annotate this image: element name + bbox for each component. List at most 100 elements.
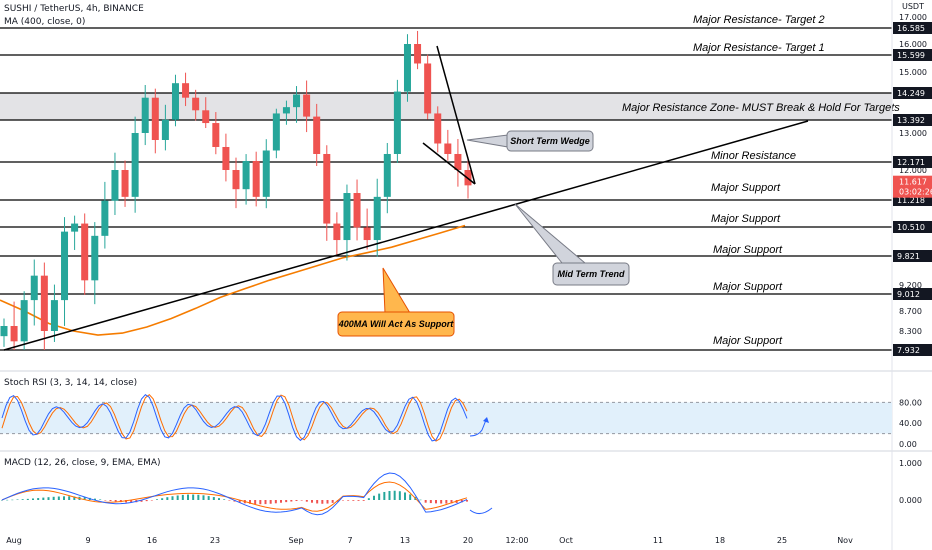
macd-histogram-bar — [393, 490, 396, 500]
candle-body[interactable] — [61, 231, 69, 301]
wedge-lower-line[interactable] — [422, 142, 476, 185]
macd-histogram-bar — [140, 500, 143, 502]
candle-body[interactable] — [333, 223, 341, 241]
stoch-d-line[interactable] — [1, 394, 468, 442]
time-tick-label: 7 — [347, 536, 352, 545]
price-level-label: 9.821 — [897, 252, 920, 261]
candle-body[interactable] — [121, 170, 129, 197]
candle-body[interactable] — [252, 160, 260, 197]
candle-body[interactable] — [111, 170, 119, 201]
macd-histogram-bar — [300, 500, 303, 501]
candle-body[interactable] — [454, 153, 462, 170]
macd-histogram-bar — [228, 500, 231, 501]
price-level-tag — [893, 221, 932, 233]
macd-histogram-bar — [419, 499, 422, 501]
candle-body[interactable] — [343, 193, 351, 241]
ma-callout-box[interactable] — [337, 311, 455, 337]
candle-body[interactable] — [424, 63, 432, 114]
macd-histogram-bar — [109, 500, 112, 502]
wedge-upper-line[interactable] — [436, 45, 476, 185]
candle-body[interactable] — [161, 119, 169, 140]
candle-body[interactable] — [242, 160, 250, 190]
candle-body[interactable] — [232, 170, 240, 190]
candle-body[interactable] — [353, 193, 361, 228]
macd-histogram-bar — [409, 494, 412, 500]
macd-histogram-bar — [285, 500, 288, 503]
wedge-callout-box[interactable] — [506, 130, 594, 152]
macd-line[interactable] — [1, 472, 468, 516]
ma400-path[interactable] — [0, 224, 466, 336]
candle-body[interactable] — [444, 143, 452, 154]
candle-body[interactable] — [30, 275, 38, 301]
candle-body[interactable] — [222, 146, 230, 170]
macd-histogram-bar — [212, 497, 215, 500]
currency-label: USDT — [902, 2, 924, 11]
candle-body[interactable] — [50, 300, 58, 331]
candle-body[interactable] — [0, 326, 8, 337]
stoch-tick-label: 40.00 — [899, 419, 922, 428]
current-price-tag — [893, 175, 932, 198]
candle-body[interactable] — [414, 44, 422, 64]
candle-body[interactable] — [101, 200, 109, 236]
time-tick-label: 9 — [85, 536, 90, 545]
candle-body[interactable] — [403, 44, 411, 92]
candle-body[interactable] — [272, 113, 280, 151]
candle-body[interactable] — [182, 83, 190, 98]
macd-histogram-bar — [145, 500, 148, 502]
macd-pane: 1.000 0.000 — [1, 459, 922, 516]
candle-body[interactable] — [141, 97, 149, 133]
candle-body[interactable] — [373, 196, 381, 241]
macd-histogram-bar — [156, 499, 158, 500]
horizontal-levels — [0, 27, 892, 351]
candle-body[interactable] — [293, 94, 301, 108]
macd-histogram-bar — [83, 497, 86, 500]
candle-body[interactable] — [383, 153, 391, 197]
price-level-tag — [893, 344, 932, 356]
candle-body[interactable] — [71, 223, 79, 232]
candle-body[interactable] — [10, 326, 18, 342]
time-tick-label: 16 — [147, 536, 157, 545]
candle-body[interactable] — [363, 227, 371, 241]
macd-histogram-bar — [290, 500, 293, 502]
candle-body[interactable] — [393, 91, 401, 154]
price-level-tag — [893, 156, 932, 168]
candle-body[interactable] — [212, 123, 220, 147]
candle-body[interactable] — [303, 94, 311, 117]
candle-body[interactable] — [131, 133, 139, 197]
price-level-label: 9.012 — [897, 290, 920, 299]
candle-body[interactable] — [434, 113, 442, 144]
price-level-label: 10.510 — [897, 223, 925, 232]
price-tick-label: 15.000 — [899, 68, 927, 77]
macd-histogram-bar — [378, 493, 381, 500]
level-annotation: Major Support — [713, 281, 783, 293]
mid-term-trendline[interactable] — [3, 120, 809, 351]
candle-body[interactable] — [313, 116, 321, 154]
macd-histogram-bar — [63, 496, 65, 500]
macd-histogram-bar — [16, 499, 19, 500]
candle-body[interactable] — [323, 153, 331, 224]
macd-histogram-bar — [352, 500, 355, 501]
candle-body[interactable] — [40, 275, 48, 331]
macd-histogram-bar — [357, 500, 360, 501]
candle-body[interactable] — [262, 150, 270, 197]
candle-body[interactable] — [151, 97, 159, 140]
trend-callout-box[interactable] — [552, 262, 630, 286]
candle-body[interactable] — [171, 83, 179, 120]
macd-histogram-bar — [130, 500, 133, 503]
macd-histogram-bar — [440, 500, 443, 504]
candle-body[interactable] — [20, 300, 28, 342]
macd-histogram-bar — [362, 500, 365, 501]
candle-body[interactable] — [81, 223, 89, 281]
stoch-arrow-head-icon — [483, 417, 489, 423]
candle-body[interactable] — [192, 97, 200, 111]
stoch-k-line[interactable] — [1, 394, 468, 442]
candle-body[interactable] — [282, 107, 290, 114]
candle-body[interactable] — [91, 235, 99, 281]
macd-signal-line[interactable] — [1, 481, 468, 512]
macd-projection-arrow — [469, 507, 493, 514]
macd-histogram-bar — [21, 499, 24, 500]
macd-histogram-bar — [114, 500, 117, 502]
candle-body[interactable] — [202, 110, 210, 124]
price-level-tag — [893, 49, 932, 61]
